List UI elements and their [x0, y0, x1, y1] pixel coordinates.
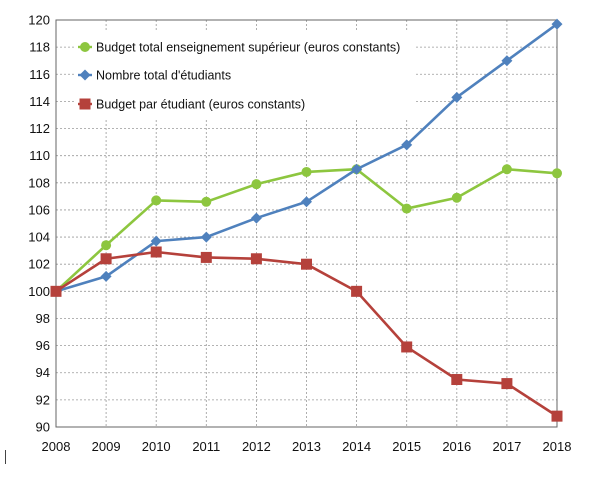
- data-point-nombre-etudiants: [351, 163, 363, 175]
- data-point-nombre-etudiants: [301, 196, 312, 208]
- data-point-budget-par-etudiant: [401, 341, 413, 353]
- data-point-nombre-etudiants: [551, 18, 563, 30]
- text-cursor-mark: [5, 450, 6, 464]
- legend-background: [76, 32, 414, 120]
- legend-label-budget-total: Budget total enseignement supérieur (eur…: [96, 41, 400, 55]
- data-point-budget-total: [401, 203, 412, 214]
- x-tick-label: 2016: [442, 439, 471, 454]
- x-tick-label: 2010: [142, 439, 171, 454]
- series-budget-total: [51, 164, 562, 297]
- x-tick-label: 2017: [492, 439, 521, 454]
- data-point-budget-par-etudiant: [451, 374, 463, 386]
- data-point-budget-total: [201, 196, 212, 207]
- x-tick-label: 2012: [242, 439, 271, 454]
- data-point-budget-par-etudiant: [501, 378, 513, 390]
- data-point-budget-par-etudiant: [551, 410, 563, 422]
- data-point-budget-par-etudiant: [100, 253, 112, 265]
- legend-marker-nombre-etudiants: [79, 69, 91, 81]
- y-tick-label: 98: [36, 311, 50, 326]
- data-point-budget-total: [251, 179, 262, 190]
- data-point-budget-par-etudiant: [50, 285, 62, 297]
- legend-marker-budget-total: [80, 42, 90, 52]
- y-tick-label: 108: [28, 175, 50, 190]
- legend-label-budget-par-etudiant: Budget par étudiant (euros constants): [96, 98, 305, 112]
- legend-label-nombre-etudiants: Nombre total d'étudiants: [96, 69, 231, 83]
- y-tick-label: 120: [28, 13, 50, 28]
- data-point-budget-total: [552, 168, 562, 179]
- y-tick-label: 116: [29, 67, 50, 82]
- y-tick-label: 100: [28, 284, 50, 299]
- data-point-budget-par-etudiant: [200, 251, 212, 263]
- data-point-budget-total: [151, 195, 162, 206]
- plot-frame: [55, 19, 558, 428]
- data-point-budget-par-etudiant: [150, 246, 162, 258]
- y-tick-label: 102: [28, 257, 50, 272]
- x-tick-label: 2015: [392, 439, 421, 454]
- x-axis-tick-labels: 2008 2009 2010 2011 2012 2013 2014 2015 2016 2017…: [42, 439, 572, 454]
- y-tick-label: 112: [29, 121, 50, 136]
- data-point-budget-total: [451, 192, 462, 203]
- x-tick-label: 2009: [92, 439, 121, 454]
- data-point-budget-par-etudiant: [351, 285, 363, 297]
- data-point-budget-total: [301, 166, 312, 177]
- legend-marker-budget-par-etudiant: [79, 98, 91, 110]
- y-tick-label: 114: [29, 94, 50, 109]
- y-tick-label: 94: [36, 365, 50, 380]
- data-point-nombre-etudiants: [100, 270, 112, 282]
- y-tick-label: 90: [36, 420, 50, 435]
- data-point-nombre-etudiants: [501, 55, 513, 67]
- series-budget-par-etudiant: [50, 246, 563, 422]
- x-tick-label: 2008: [42, 439, 71, 454]
- data-point-budget-par-etudiant: [301, 258, 312, 270]
- x-tick-label: 2013: [292, 439, 321, 454]
- data-point-nombre-etudiants: [250, 212, 262, 224]
- data-point-budget-par-etudiant: [250, 253, 262, 265]
- x-tick-label: 2011: [192, 439, 220, 454]
- y-tick-label: 110: [29, 148, 50, 163]
- data-point-nombre-etudiants: [401, 139, 413, 151]
- x-tick-label: 2014: [342, 439, 371, 454]
- y-tick-label: 92: [36, 392, 50, 407]
- x-tick-label: 2018: [543, 439, 572, 454]
- y-tick-label: 118: [29, 40, 50, 55]
- data-point-budget-total: [501, 164, 512, 175]
- legend: Budget total enseignement supérieur (eur…: [76, 32, 414, 120]
- y-tick-label: 96: [36, 338, 50, 353]
- y-axis-tick-labels: 90 92 94 96 98 100 102 104 106 108 110 112 114 116 118…: [28, 13, 50, 435]
- data-point-nombre-etudiants: [150, 235, 162, 247]
- data-point-budget-total: [101, 240, 112, 251]
- data-point-nombre-etudiants: [451, 91, 463, 103]
- data-point-nombre-etudiants: [200, 231, 212, 243]
- series-layer: [50, 18, 563, 422]
- y-tick-label: 104: [28, 230, 50, 245]
- y-tick-label: 106: [28, 202, 50, 217]
- series-nombre-etudiants: [50, 18, 563, 297]
